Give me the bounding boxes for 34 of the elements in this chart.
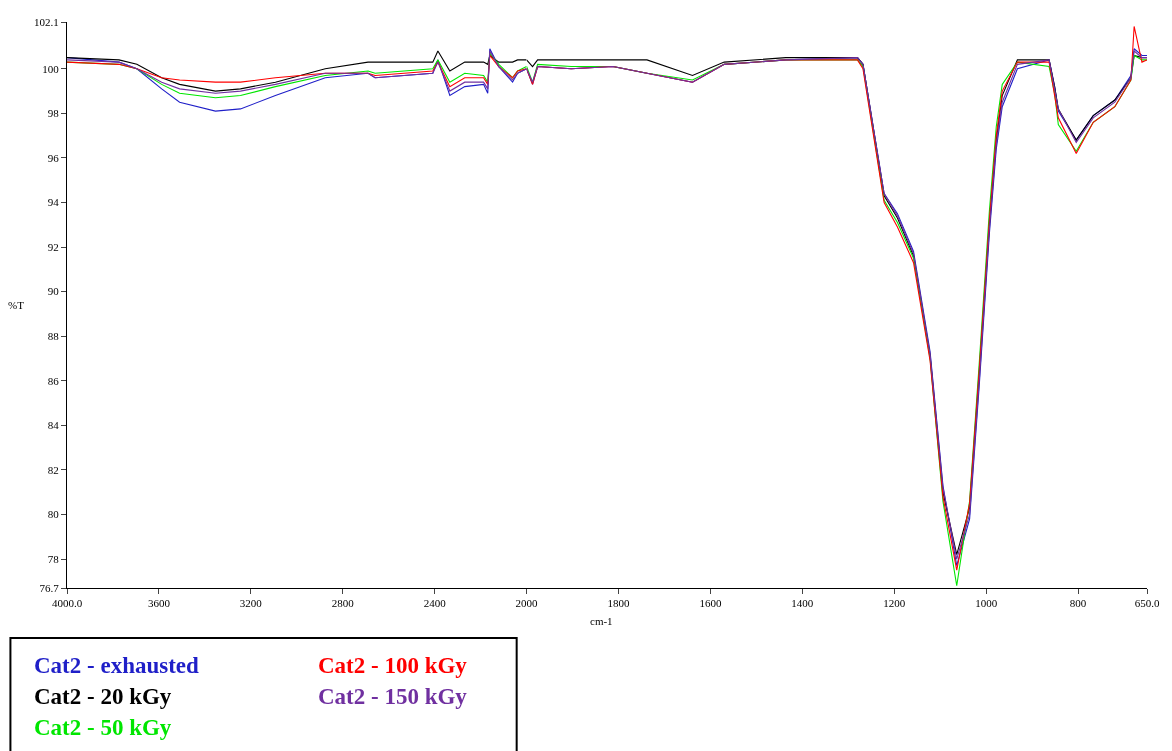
text: Cat2 - 150 kGy — [318, 684, 468, 709]
text: Cat2 - 100 kGy — [318, 653, 468, 678]
x-tick-label: 1200 — [883, 597, 906, 610]
y-tick-label: 100 — [42, 62, 60, 75]
x-tick-label: 800 — [1069, 597, 1087, 610]
y-tick-label: 76.7 — [39, 581, 60, 594]
text: Cat2 - 50 kGy — [34, 715, 172, 740]
x-tick-label: 2400 — [423, 597, 447, 610]
y-tick-label: 90 — [47, 285, 60, 298]
y-tick-label: 82 — [47, 463, 59, 476]
x-tick-label: 650.0 — [1134, 597, 1160, 610]
x-tick-label: 3200 — [239, 597, 263, 610]
y-tick-label: 84 — [47, 419, 60, 432]
x-axis-title: cm-1 — [590, 615, 613, 627]
x-tick-label: 1400 — [791, 597, 814, 610]
x-tick-label: 3600 — [147, 597, 171, 610]
x-tick-label: 2000 — [515, 597, 539, 610]
text: Cat2 - exhausted — [34, 653, 200, 678]
y-tick-label: 86 — [47, 374, 60, 387]
y-tick-label: 94 — [47, 196, 60, 209]
y-tick-label: 96 — [47, 151, 60, 164]
text: Cat2 - 20 kGy — [34, 684, 172, 709]
x-tick-label: 4000.0 — [51, 597, 83, 610]
y-tick-label: 88 — [47, 330, 60, 343]
y-tick-label: 78 — [47, 552, 60, 565]
x-tick-label: 1000 — [975, 597, 998, 610]
x-tick-label: 1800 — [607, 597, 630, 610]
y-tick-label: 92 — [47, 240, 59, 253]
x-tick-label: 1600 — [699, 597, 722, 610]
y-tick-label: 98 — [47, 107, 60, 120]
x-tick-label: 2800 — [331, 597, 355, 610]
y-tick-label: 102.1 — [34, 15, 59, 28]
y-axis-title: %T — [8, 299, 25, 311]
y-tick-label: 80 — [47, 508, 60, 521]
